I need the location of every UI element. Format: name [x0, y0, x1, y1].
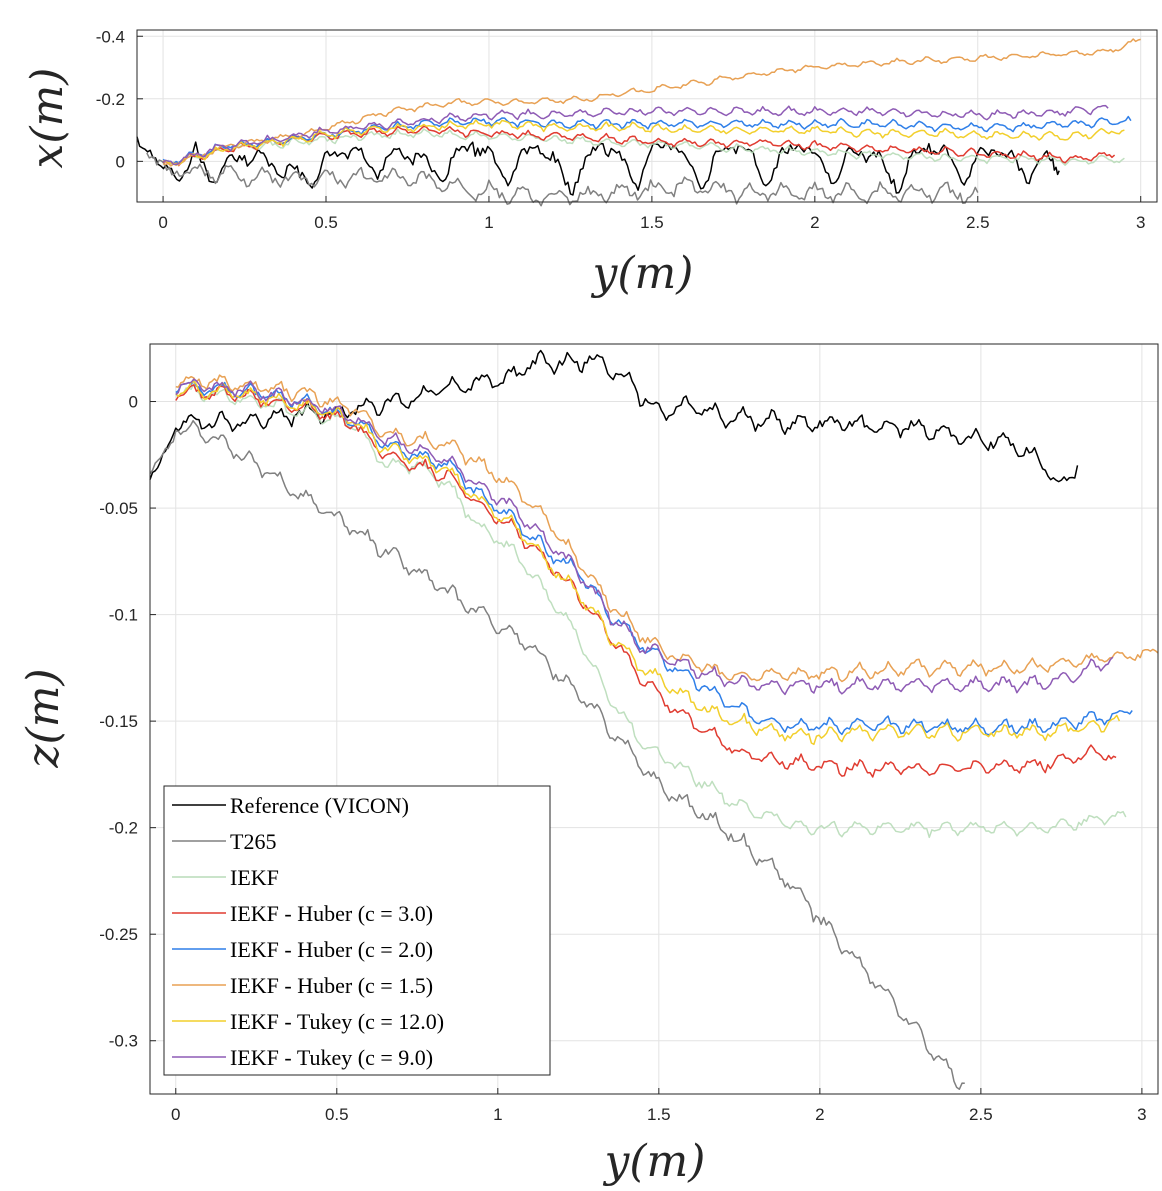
bottom-x-axis-label: y(m)	[603, 1136, 706, 1187]
bottom-x-tick-label: 3	[1137, 1105, 1146, 1124]
bottom-series-line	[175, 374, 1159, 683]
legend-label: IEKF - Huber (c = 2.0)	[230, 937, 433, 962]
bottom-x-tick-label: 2.5	[969, 1105, 993, 1124]
legend-label: IEKF - Huber (c = 3.0)	[230, 901, 433, 926]
legend-label: IEKF	[230, 865, 279, 890]
top-series-line	[162, 128, 1125, 166]
top-chart-frame	[136, 29, 1158, 203]
bottom-chart-frame	[149, 343, 1159, 1095]
bottom-chart-panel: 0 0.5 1 1.5 2 2.5 3 0 -0.05 -0.1 -0.15 -0.2 -0.25 -0…	[18, 343, 1159, 1187]
top-chart-series	[136, 38, 1141, 207]
top-x-tick-label: 1.5	[640, 213, 664, 232]
bottom-x-tick-label: 1	[493, 1105, 502, 1124]
bottom-y-tick-label: -0.2	[109, 819, 138, 838]
bottom-x-tick-label: 2	[815, 1105, 824, 1124]
top-series-line	[162, 104, 1109, 166]
top-series-line	[163, 119, 1125, 167]
bottom-x-tick-label: 0.5	[325, 1105, 349, 1124]
top-series-line	[136, 136, 1060, 196]
legend-label: Reference (VICON)	[230, 793, 409, 818]
top-series-line	[146, 152, 979, 207]
top-x-tick-label: 0	[158, 213, 167, 232]
legend: Reference (VICON) T265 IEKF IEKF - Huber (c…	[163, 785, 551, 1076]
bottom-y-tick-label: 0	[129, 393, 138, 412]
top-x-tick-label: 2.5	[966, 213, 990, 232]
top-y-tick-label: -0.4	[96, 27, 125, 46]
top-x-tick-label: 3	[1136, 213, 1145, 232]
bottom-series-line	[175, 380, 1121, 746]
bottom-y-tick-label: -0.1	[109, 606, 138, 625]
bottom-series-line	[175, 380, 1133, 736]
legend-label: IEKF - Tukey (c = 12.0)	[230, 1009, 444, 1034]
bottom-series-line	[175, 378, 1114, 696]
legend-label: T265	[230, 829, 276, 854]
bottom-y-tick-label: -0.15	[99, 712, 138, 731]
bottom-y-tick-labels: 0 -0.05 -0.1 -0.15 -0.2 -0.25 -0.3	[99, 393, 156, 1051]
top-chart-panel: 0 0.5 1 1.5 2 2.5 3 -0.4 -0.2 0 y(m) x(m)	[22, 27, 1158, 299]
legend-box	[163, 785, 551, 1076]
bottom-x-tick-labels: 0 0.5 1 1.5 2 2.5 3	[171, 1088, 1147, 1124]
bottom-y-axis-label: z(m)	[18, 668, 69, 768]
top-y-tick-label: 0	[116, 152, 125, 171]
top-y-tick-labels: -0.4 -0.2 0	[96, 27, 143, 171]
top-y-axis-label: x(m)	[22, 68, 73, 169]
top-x-tick-label: 0.5	[314, 213, 338, 232]
legend-label: IEKF - Huber (c = 1.5)	[230, 973, 433, 998]
bottom-series-line	[149, 419, 965, 1090]
top-x-tick-label: 2	[810, 213, 819, 232]
top-x-tick-label: 1	[484, 213, 493, 232]
legend-entries: Reference (VICON) T265 IEKF IEKF - Huber (c…	[172, 793, 444, 1070]
bottom-x-tick-label: 1.5	[647, 1105, 671, 1124]
bottom-y-tick-label: -0.25	[99, 925, 138, 944]
bottom-x-tick-label: 0	[171, 1105, 180, 1124]
bottom-y-tick-label: -0.05	[99, 499, 138, 518]
bottom-chart-series	[149, 349, 1159, 1090]
bottom-y-tick-label: -0.3	[109, 1032, 138, 1051]
top-x-tick-labels: 0 0.5 1 1.5 2 2.5 3	[158, 196, 1145, 232]
top-y-tick-label: -0.2	[96, 90, 125, 109]
top-series-line	[162, 125, 1116, 167]
legend-label: IEKF - Tukey (c = 9.0)	[230, 1045, 433, 1070]
top-x-axis-label: y(m)	[591, 248, 694, 299]
